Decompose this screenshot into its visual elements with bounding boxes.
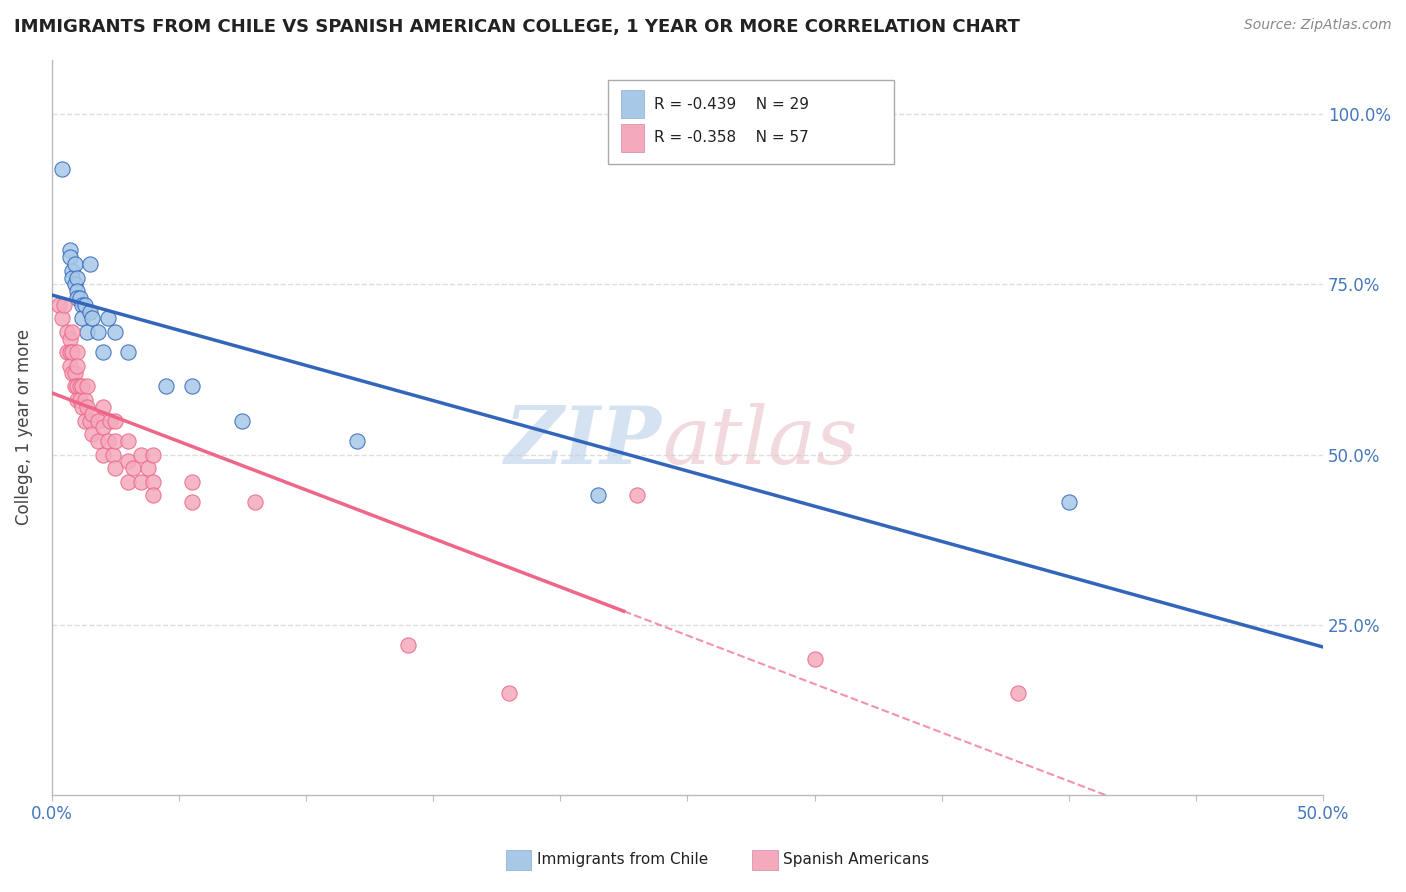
Point <box>155 379 177 393</box>
Point <box>60 345 83 359</box>
Point <box>626 488 648 502</box>
Point <box>91 345 114 359</box>
Point <box>76 325 98 339</box>
Point <box>104 434 127 448</box>
Point <box>104 325 127 339</box>
Text: R = -0.358    N = 57: R = -0.358 N = 57 <box>654 130 808 145</box>
Point <box>117 345 139 359</box>
Point <box>60 325 83 339</box>
Point <box>142 475 165 489</box>
Point <box>588 488 610 502</box>
Point <box>129 475 152 489</box>
Point <box>79 304 101 318</box>
Point <box>142 488 165 502</box>
Point <box>180 475 202 489</box>
Point <box>56 345 79 359</box>
Point <box>66 359 89 373</box>
Point <box>122 461 145 475</box>
Point <box>72 298 94 312</box>
Point <box>91 420 114 434</box>
Point <box>396 638 419 652</box>
Point <box>73 393 96 408</box>
Point <box>66 291 89 305</box>
Point <box>76 379 98 393</box>
Point <box>97 311 120 326</box>
Point <box>86 434 108 448</box>
Point <box>63 366 86 380</box>
Point <box>51 311 73 326</box>
Point <box>101 448 124 462</box>
Point <box>60 263 83 277</box>
Point <box>58 345 80 359</box>
Point <box>231 413 253 427</box>
Y-axis label: College, 1 year or more: College, 1 year or more <box>15 329 32 525</box>
Point <box>142 448 165 462</box>
Point <box>73 298 96 312</box>
Point <box>180 495 202 509</box>
Point <box>117 454 139 468</box>
Point <box>60 366 83 380</box>
Point <box>79 413 101 427</box>
Point <box>66 379 89 393</box>
Point <box>498 686 520 700</box>
Point <box>63 379 86 393</box>
Point <box>56 325 79 339</box>
Point <box>66 393 89 408</box>
Point <box>117 434 139 448</box>
Point <box>138 461 160 475</box>
Point <box>104 461 127 475</box>
Point <box>180 379 202 393</box>
Point <box>69 291 91 305</box>
Point <box>117 475 139 489</box>
Point <box>58 250 80 264</box>
Point <box>72 311 94 326</box>
Point <box>63 277 86 292</box>
Point <box>48 298 70 312</box>
Point <box>53 298 76 312</box>
Point <box>72 379 94 393</box>
Text: Spanish Americans: Spanish Americans <box>783 853 929 867</box>
Point <box>1007 686 1029 700</box>
Point <box>73 413 96 427</box>
Point <box>91 448 114 462</box>
Point <box>243 495 266 509</box>
Point <box>60 270 83 285</box>
Point <box>86 413 108 427</box>
Point <box>58 332 80 346</box>
Point <box>129 448 152 462</box>
Point <box>97 434 120 448</box>
Point <box>104 413 127 427</box>
Text: Source: ZipAtlas.com: Source: ZipAtlas.com <box>1244 18 1392 32</box>
Point <box>69 379 91 393</box>
Text: atlas: atlas <box>662 403 858 481</box>
Point <box>803 652 825 666</box>
Point <box>66 345 89 359</box>
Text: Immigrants from Chile: Immigrants from Chile <box>537 853 709 867</box>
Text: R = -0.439    N = 29: R = -0.439 N = 29 <box>654 97 810 112</box>
Text: IMMIGRANTS FROM CHILE VS SPANISH AMERICAN COLLEGE, 1 YEAR OR MORE CORRELATION CH: IMMIGRANTS FROM CHILE VS SPANISH AMERICA… <box>14 18 1019 36</box>
Point <box>51 161 73 176</box>
Point <box>63 257 86 271</box>
Point <box>82 407 104 421</box>
Point <box>69 393 91 408</box>
Text: ZIP: ZIP <box>505 403 662 481</box>
Point <box>58 359 80 373</box>
Point <box>346 434 368 448</box>
Point <box>72 400 94 414</box>
Point <box>1057 495 1080 509</box>
Point <box>79 257 101 271</box>
Point <box>66 270 89 285</box>
Point <box>82 311 104 326</box>
Point <box>58 244 80 258</box>
Point <box>76 400 98 414</box>
Point <box>98 413 121 427</box>
Point <box>82 427 104 442</box>
Point <box>66 284 89 298</box>
Point <box>91 400 114 414</box>
Point <box>86 325 108 339</box>
